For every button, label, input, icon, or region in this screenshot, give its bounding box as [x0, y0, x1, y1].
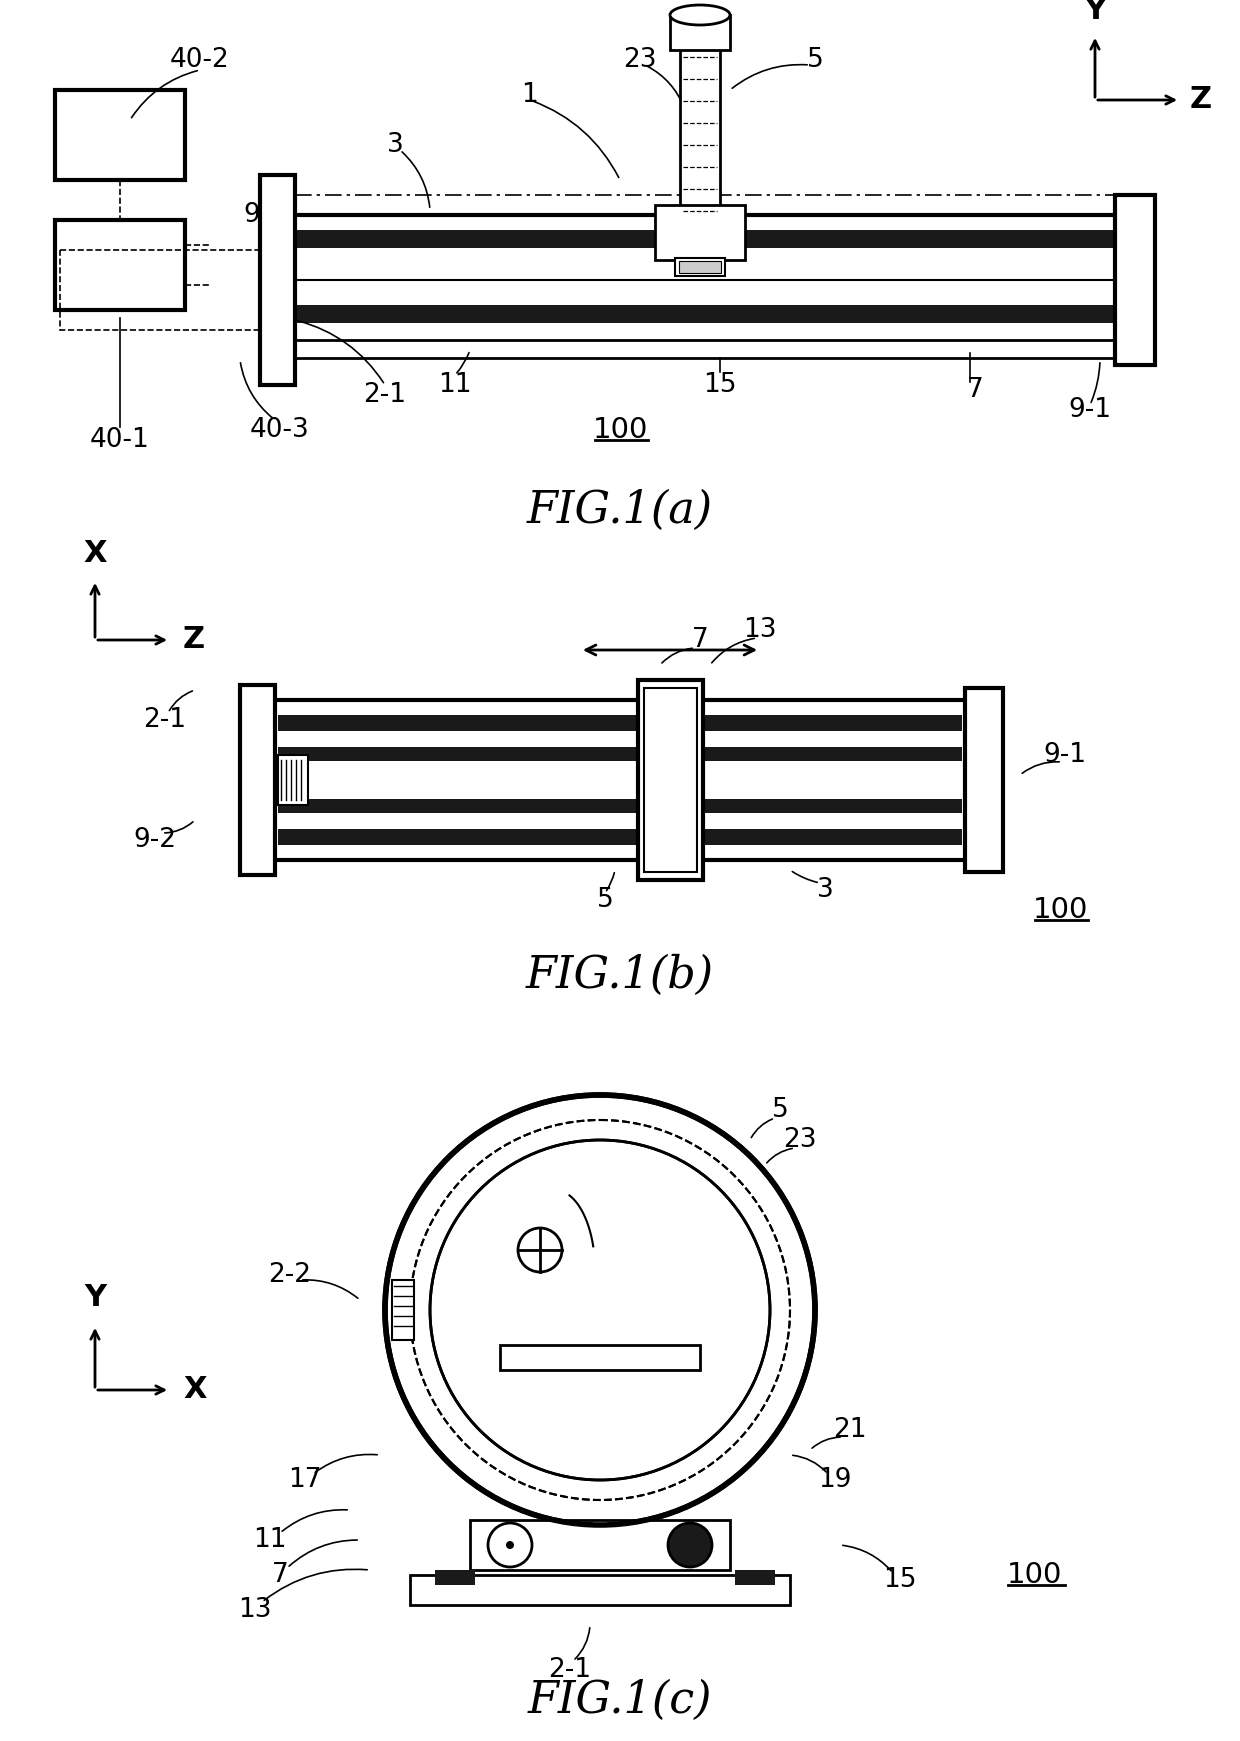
Circle shape	[432, 1142, 768, 1478]
Ellipse shape	[670, 5, 730, 24]
Bar	[278, 771, 962, 789]
Text: 21: 21	[833, 1417, 867, 1443]
Text: 100: 100	[1033, 897, 1087, 924]
Bar	[470, 1520, 730, 1570]
Text: 3: 3	[817, 877, 833, 904]
Text: 9-2: 9-2	[134, 827, 176, 853]
Text: 17: 17	[288, 1468, 321, 1494]
Text: 7: 7	[692, 627, 708, 653]
Text: 5: 5	[596, 886, 614, 912]
Text: 2-1: 2-1	[548, 1657, 591, 1684]
Circle shape	[506, 1541, 515, 1549]
Text: X: X	[83, 540, 107, 568]
Text: 5: 5	[771, 1097, 789, 1123]
Text: 11: 11	[438, 373, 471, 399]
Bar	[680, 261, 720, 273]
Bar	[644, 688, 697, 872]
Bar	[278, 756, 308, 804]
Bar	[278, 813, 962, 829]
Text: 9-1: 9-1	[1069, 397, 1111, 423]
Bar	[295, 305, 1115, 324]
Text: 3: 3	[387, 132, 403, 158]
Text: 9-2: 9-2	[243, 202, 286, 228]
Circle shape	[432, 1142, 768, 1478]
Bar	[410, 1576, 790, 1605]
Text: 15: 15	[883, 1567, 916, 1593]
Bar	[735, 1570, 775, 1584]
Bar	[655, 205, 745, 259]
Circle shape	[387, 1097, 813, 1523]
Bar	[278, 823, 962, 844]
Bar	[278, 716, 962, 736]
Text: Z: Z	[1190, 85, 1213, 115]
Text: 11: 11	[253, 1527, 286, 1553]
Text: 1: 1	[522, 82, 538, 108]
Text: 40-1: 40-1	[91, 427, 150, 453]
Bar	[55, 91, 185, 179]
Bar	[270, 700, 970, 860]
Bar	[278, 743, 962, 761]
Text: 40-3: 40-3	[250, 418, 310, 442]
Bar	[639, 681, 703, 879]
Text: 3: 3	[646, 1238, 663, 1262]
Text: 2-1: 2-1	[144, 707, 186, 733]
Text: X: X	[184, 1375, 207, 1405]
Text: 7: 7	[967, 378, 983, 402]
Bar	[278, 799, 962, 817]
Bar	[392, 1280, 414, 1341]
Bar	[278, 731, 962, 747]
Bar	[965, 688, 1003, 872]
Text: 23: 23	[784, 1126, 817, 1153]
Bar	[675, 258, 725, 277]
Bar	[1115, 195, 1154, 366]
Bar	[241, 684, 275, 876]
Text: 19: 19	[818, 1468, 852, 1494]
Bar	[500, 1346, 701, 1370]
Text: Y: Y	[84, 1283, 105, 1313]
Circle shape	[668, 1523, 712, 1567]
Text: 40-2: 40-2	[170, 47, 229, 73]
Bar	[680, 19, 720, 225]
Text: 15: 15	[703, 373, 737, 399]
Text: 100: 100	[1007, 1562, 1063, 1590]
Text: FIG.1(c): FIG.1(c)	[528, 1678, 712, 1722]
Text: 5: 5	[807, 47, 823, 73]
Text: 2-2: 2-2	[269, 1262, 311, 1288]
Text: 100: 100	[593, 416, 647, 444]
Text: Z: Z	[184, 625, 205, 655]
Bar	[290, 214, 1120, 345]
Bar	[55, 219, 185, 310]
Bar	[290, 339, 1120, 359]
Text: FIG.1(a): FIG.1(a)	[527, 489, 713, 531]
Text: 23: 23	[624, 47, 657, 73]
Bar	[260, 176, 295, 385]
Text: 7: 7	[272, 1562, 289, 1588]
Bar	[435, 1570, 475, 1584]
Text: 2-1: 2-1	[363, 381, 407, 407]
Text: 1: 1	[517, 1207, 533, 1233]
Bar	[60, 251, 270, 331]
Bar	[295, 230, 1115, 247]
Text: Y: Y	[1084, 0, 1106, 24]
Bar	[670, 16, 730, 50]
Text: FIG.1(b): FIG.1(b)	[526, 954, 714, 996]
Text: 13: 13	[238, 1596, 272, 1623]
Text: 13: 13	[743, 616, 776, 642]
Text: 9-1: 9-1	[1044, 742, 1086, 768]
